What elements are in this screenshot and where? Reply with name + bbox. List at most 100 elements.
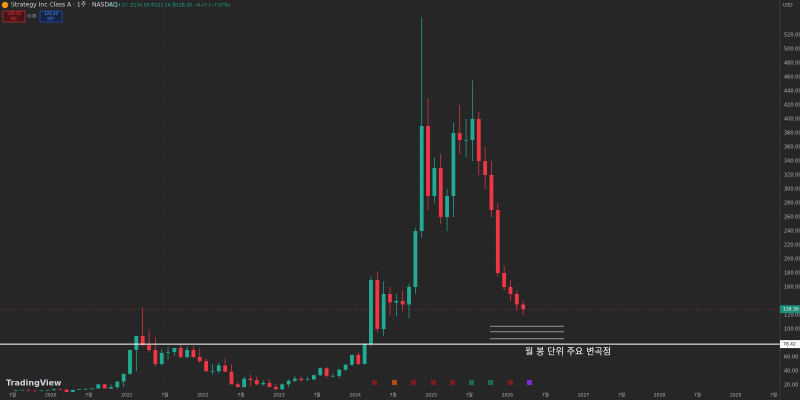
candle-body	[223, 365, 228, 372]
y-tick-label: 60.00	[784, 355, 798, 361]
last-price-label: 128.30	[783, 307, 799, 313]
y-tick-label: 340.00	[784, 159, 800, 165]
candle-body	[83, 389, 88, 390]
candle-body	[191, 350, 196, 357]
x-tick-label: 2027	[578, 393, 590, 399]
candle-body	[172, 347, 177, 353]
candle-body	[312, 375, 316, 380]
sell-price: 128.30	[7, 11, 21, 16]
currency: USD	[783, 3, 793, 9]
x-tick-label: 2021	[121, 393, 133, 399]
candle-body	[102, 384, 107, 389]
price-axis	[780, 0, 800, 400]
candle-body	[324, 368, 329, 376]
y-tick-label: 180.00	[784, 271, 800, 277]
x-tick-label: 7월	[390, 392, 397, 399]
event-icon[interactable]	[431, 380, 436, 385]
event-icon[interactable]	[411, 380, 416, 385]
x-tick-label: 7월	[770, 392, 777, 399]
y-tick-label: 280.00	[784, 201, 800, 207]
y-tick-label: 420.00	[784, 103, 800, 109]
x-tick-label: 7월	[9, 392, 16, 399]
candle-body	[508, 287, 513, 294]
x-tick-label: 7월	[85, 392, 92, 399]
event-icon[interactable]	[508, 380, 513, 385]
x-tick-label: 2025	[425, 393, 437, 399]
y-tick-label: 40.00	[784, 369, 798, 375]
candle-body	[369, 280, 373, 345]
candle-body	[426, 126, 430, 196]
candle-body	[134, 336, 139, 350]
symbol-title: Strategy Inc Class A · 1주 · NASDAQ	[11, 2, 118, 9]
candle-body	[216, 365, 221, 371]
candle-body	[210, 371, 215, 372]
candle-body	[115, 381, 120, 388]
candle-body	[90, 388, 94, 390]
candle-body	[52, 389, 56, 391]
candle-body	[147, 345, 151, 350]
candle-body	[242, 378, 247, 388]
event-icon[interactable]	[450, 380, 455, 385]
candle-body	[153, 350, 158, 364]
candle-body	[197, 357, 202, 362]
candle-body	[261, 382, 266, 385]
candle-body	[502, 273, 507, 287]
candle-body	[299, 378, 304, 381]
candle-body	[32, 390, 37, 392]
candle-body	[20, 389, 25, 391]
event-icon[interactable]	[469, 380, 474, 385]
y-tick-label: 320.00	[784, 173, 800, 179]
candle-body	[438, 168, 443, 217]
y-tick-label: 460.00	[784, 75, 800, 81]
y-tick-label: 20.00	[784, 383, 798, 389]
candle-body	[400, 301, 405, 305]
candle-body	[388, 294, 392, 303]
event-icon[interactable]	[392, 380, 397, 385]
candle-body	[489, 175, 494, 210]
candle-body	[109, 387, 113, 389]
candle-body	[77, 389, 82, 390]
candle-body	[254, 380, 259, 385]
sell-button[interactable]	[2, 10, 26, 23]
candle-body	[185, 350, 189, 357]
x-tick-label: 2028	[654, 393, 666, 399]
candle-body	[457, 133, 462, 140]
event-icon[interactable]	[488, 380, 493, 385]
buy-price: 128.30	[44, 11, 58, 16]
candle-body	[39, 390, 44, 392]
candle-body	[286, 380, 291, 385]
x-tick-label: 7월	[618, 392, 625, 399]
candle-body	[229, 371, 234, 385]
candle-body	[140, 336, 145, 346]
brand: TradingView	[6, 379, 62, 388]
candle-body	[13, 390, 18, 391]
buy-button[interactable]	[39, 10, 63, 23]
candle-body	[394, 301, 399, 303]
annotation: 월 봉 단위 주요 변곡점	[525, 346, 611, 358]
x-tick-label: 2022	[197, 393, 209, 399]
support-label-bg	[780, 340, 800, 349]
event-icons	[372, 380, 532, 385]
candle-body	[166, 352, 170, 353]
x-tick-label: 7월	[466, 392, 473, 399]
event-icon[interactable]	[527, 380, 532, 385]
candle-body	[464, 140, 468, 141]
candle-body	[521, 304, 526, 310]
candle-body	[58, 389, 63, 390]
candle-body	[337, 369, 342, 376]
candle-body	[273, 387, 278, 390]
candle-body	[248, 378, 253, 381]
candle-body	[476, 119, 481, 161]
candle-body	[470, 119, 475, 140]
candle-body	[71, 389, 75, 392]
x-tick-label: 7월	[542, 392, 549, 399]
candle-body	[381, 294, 386, 329]
candle-body	[343, 364, 348, 370]
candle-body	[356, 354, 361, 364]
support-label: 78.42	[783, 342, 796, 348]
candle-body	[350, 354, 354, 365]
x-tick-label: 7월	[161, 392, 168, 399]
y-tick-label: 480.00	[784, 61, 800, 67]
x-tick-label: 2026	[502, 393, 514, 399]
event-icon[interactable]	[372, 380, 377, 385]
